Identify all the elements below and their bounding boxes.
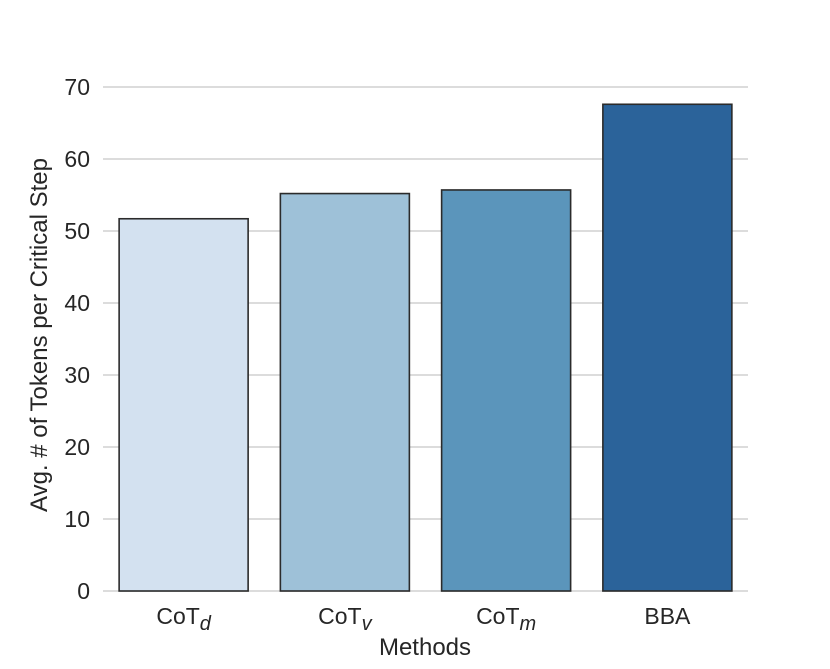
y-tick-label: 70 (64, 74, 90, 100)
y-tick-label: 50 (64, 218, 90, 244)
y-tick-label: 20 (64, 434, 90, 460)
y-tick-label: 60 (64, 146, 90, 172)
y-tick-labels: 0 10 20 30 40 50 60 70 (64, 74, 90, 604)
bar-cotv (279, 192, 411, 592)
x-tick-label: CoTd (156, 603, 211, 635)
bar-cotd (118, 217, 249, 592)
bar-bba (602, 103, 733, 592)
y-tick-label: 30 (64, 362, 90, 388)
x-tick-label: CoTv (318, 603, 372, 635)
x-tick-labels: CoTd CoTv CoTm BBA (156, 603, 691, 635)
y-axis-label: Avg. # of Tokens per Critical Step (26, 158, 53, 512)
y-tick-label: 0 (77, 578, 90, 604)
x-axis-label: Methods (379, 634, 471, 661)
y-tick-label: 40 (64, 290, 90, 316)
x-tick-label: CoTm (476, 603, 536, 635)
bar-cotm (440, 189, 572, 592)
bars (118, 103, 733, 592)
x-tick-label: BBA (644, 603, 691, 629)
y-tick-label: 10 (64, 506, 90, 532)
